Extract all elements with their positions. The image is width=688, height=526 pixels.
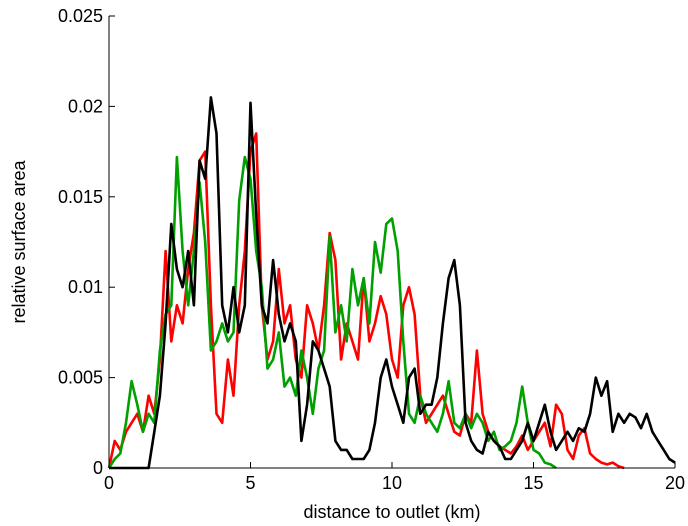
series-lines <box>107 96 676 470</box>
x-axis-label: distance to outlet (km) <box>303 502 480 522</box>
series-line-2 <box>109 96 676 470</box>
y-tick-label: 0.02 <box>68 96 103 116</box>
y-tick-label: 0.01 <box>68 277 103 297</box>
x-tick-label: 15 <box>523 473 543 493</box>
y-tick-label: 0.005 <box>58 368 103 388</box>
x-tick-label: 5 <box>245 473 255 493</box>
y-tick-label: 0.025 <box>58 6 103 26</box>
x-axis-ticks: 0 5 10 15 20 <box>104 462 685 493</box>
y-axis-label: relative surface area <box>9 159 29 323</box>
x-tick-label: 10 <box>382 473 402 493</box>
y-tick-label: 0 <box>93 458 103 478</box>
series-line-1 <box>107 155 557 470</box>
x-tick-label: 20 <box>665 473 685 493</box>
y-axis-ticks: 0 0.005 0.01 0.015 0.02 0.025 <box>58 6 115 478</box>
y-tick-label: 0.015 <box>58 187 103 207</box>
x-tick-label: 0 <box>104 473 114 493</box>
